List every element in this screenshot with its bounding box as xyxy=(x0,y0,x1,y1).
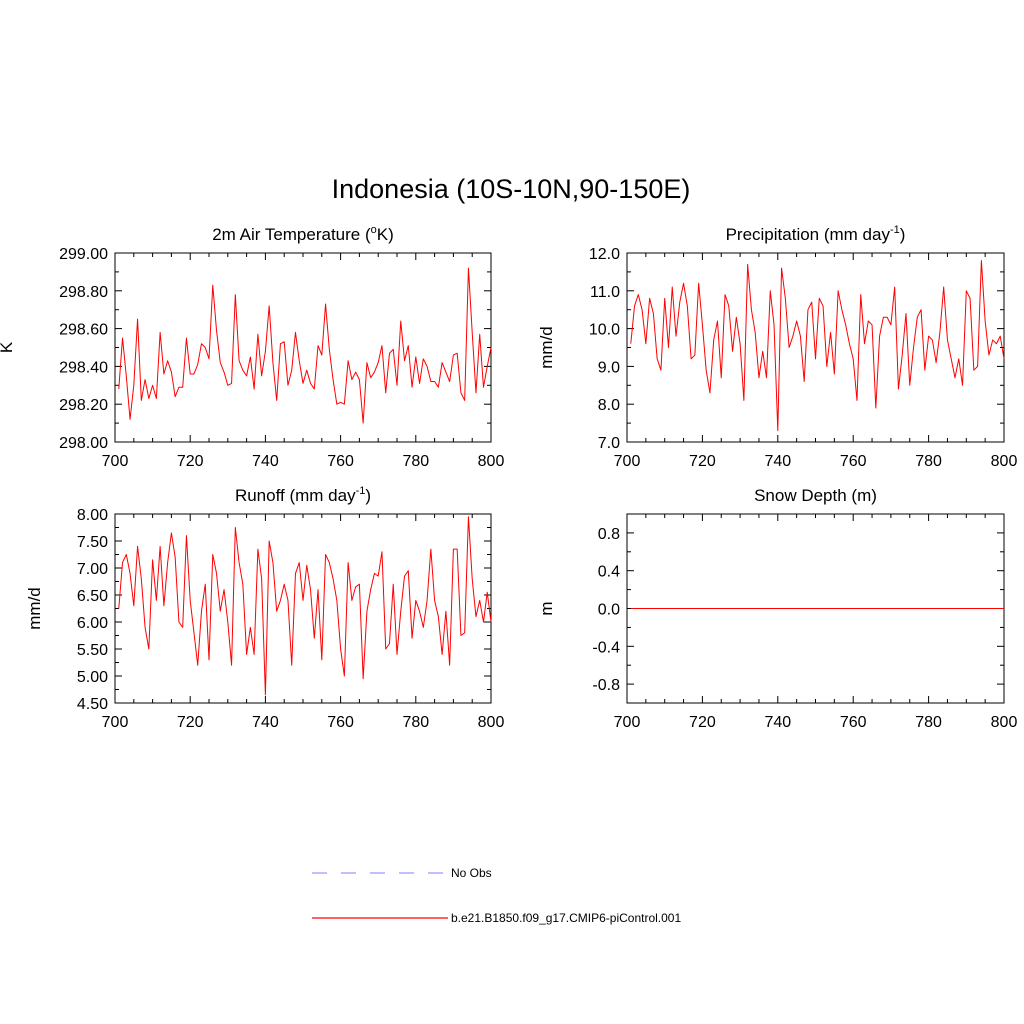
air-temperature-series-line xyxy=(118,267,492,424)
precipitation-title-part: ) xyxy=(900,225,906,244)
runoff-xtick-label: 720 xyxy=(177,714,204,731)
air-temperature-ytick-label: 298.40 xyxy=(59,359,108,376)
runoff-ytick-label: 6.50 xyxy=(77,588,108,605)
runoff-title-part: Runoff (mm day xyxy=(235,486,356,505)
panel-runoff: 700 720 740 760 780 800 4.50 5.00 5.50 6.00 6.50 7.… xyxy=(25,485,504,731)
air-temperature-xtick-label: 740 xyxy=(252,453,279,470)
snow-depth-ylabel: m xyxy=(537,601,556,615)
snow-depth-xtick-label: 720 xyxy=(689,714,716,731)
air-temperature-ytick-label: 299.00 xyxy=(59,246,108,263)
panel-air-temperature: 700 720 740 760 780 800 298.00 298.20 298.40 298.… xyxy=(0,224,504,470)
precipitation-ytick-label: 12.0 xyxy=(589,246,620,263)
precipitation-plot-frame xyxy=(626,252,1005,443)
precipitation-ytick-label: 8.0 xyxy=(598,397,620,414)
runoff-xtick-label: 700 xyxy=(102,714,129,731)
precipitation-xtick-label: 740 xyxy=(764,453,791,470)
runoff-title-part: ) xyxy=(365,486,371,505)
precipitation-ylabel: mm/d xyxy=(537,326,556,369)
precipitation-xtick-label: 780 xyxy=(915,453,942,470)
precipitation-xtick-label: 720 xyxy=(689,453,716,470)
precipitation-title: Precipitation (mm day-1) xyxy=(726,224,906,244)
precipitation-xtick-label: 800 xyxy=(991,453,1018,470)
legend: No Obs b.e21.B1850.f09_g17.CMIP6-piContr… xyxy=(312,866,681,925)
runoff-ytick-label: 6.00 xyxy=(77,615,108,632)
snow-depth-xtick-label: 800 xyxy=(991,714,1018,731)
snow-depth-ytick-label: 0.0 xyxy=(598,602,620,619)
runoff-ytick-label: 8.00 xyxy=(77,507,108,524)
snow-depth-xtick-label: 760 xyxy=(840,714,867,731)
runoff-xtick-label: 800 xyxy=(478,714,505,731)
runoff-xtick-label: 740 xyxy=(252,714,279,731)
runoff-ytick-label: 5.00 xyxy=(77,669,108,686)
air-temperature-ytick-label: 298.60 xyxy=(59,322,108,339)
air-temperature-xtick-label: 720 xyxy=(177,453,204,470)
runoff-plot-frame xyxy=(114,513,492,704)
snow-depth-ytick-label: -0.8 xyxy=(592,677,620,694)
runoff-title-part: -1 xyxy=(356,485,366,497)
precipitation-ytick-label: 7.0 xyxy=(598,435,620,452)
precipitation-xtick-label: 700 xyxy=(614,453,641,470)
runoff-xtick-label: 780 xyxy=(402,714,429,731)
runoff-ytick-label: 5.50 xyxy=(77,642,108,659)
air-temperature-xtick-label: 780 xyxy=(402,453,429,470)
air-temperature-plot-frame xyxy=(114,252,492,443)
runoff-ytick-label: 4.50 xyxy=(77,696,108,713)
air-temperature-title-part: K) xyxy=(377,225,394,244)
air-temperature-ytick-label: 298.00 xyxy=(59,435,108,452)
precipitation-ytick-label: 10.0 xyxy=(589,322,620,339)
runoff-xtick-label: 760 xyxy=(327,714,354,731)
runoff-title: Runoff (mm day-1) xyxy=(235,485,371,505)
legend-obs-label: No Obs xyxy=(451,866,492,880)
air-temperature-ylabel: K xyxy=(0,341,16,353)
precipitation-ytick-label: 9.0 xyxy=(598,359,620,376)
air-temperature-title-part: o xyxy=(371,224,377,236)
air-temperature-title-part: 2m Air Temperature ( xyxy=(212,225,371,244)
snow-depth-xtick-label: 740 xyxy=(764,714,791,731)
air-temperature-ytick-label: 298.20 xyxy=(59,397,108,414)
air-temperature-xtick-label: 700 xyxy=(102,453,129,470)
snow-depth-ytick-label: 0.4 xyxy=(598,564,620,581)
runoff-ytick-label: 7.50 xyxy=(77,534,108,551)
precipitation-title-part: Precipitation (mm day xyxy=(726,225,891,244)
runoff-ytick-label: 7.00 xyxy=(77,561,108,578)
precipitation-title-part: -1 xyxy=(890,224,900,236)
precipitation-ytick-label: 11.0 xyxy=(590,284,620,301)
snow-depth-ytick-label: 0.8 xyxy=(598,526,620,543)
legend-model-label: b.e21.B1850.f09_g17.CMIP6-piControl.001 xyxy=(451,911,681,925)
precipitation-series-line xyxy=(630,260,1005,432)
air-temperature-xtick-label: 760 xyxy=(327,453,354,470)
snow-depth-xtick-label: 700 xyxy=(614,714,641,731)
snow-depth-ytick-label: -0.4 xyxy=(592,639,620,656)
runoff-series-line xyxy=(118,516,492,696)
figure-title: Indonesia (10S-10N,90-150E) xyxy=(332,174,691,204)
precipitation-xtick-label: 760 xyxy=(840,453,867,470)
panel-precipitation: 700 720 740 760 780 800 7.0 8.0 9.0 10.0 11.0 12.0 P… xyxy=(537,224,1017,470)
air-temperature-xtick-label: 800 xyxy=(478,453,505,470)
air-temperature-ytick-label: 298.80 xyxy=(59,284,108,301)
snow-depth-title: Snow Depth (m) xyxy=(754,486,877,505)
air-temperature-title: 2m Air Temperature (oK) xyxy=(212,224,394,244)
runoff-ylabel: mm/d xyxy=(25,587,44,630)
panel-snow-depth: 700 720 740 760 780 800 -0.8 -0.4 0.0 0.4 0.8 Snow … xyxy=(537,486,1017,731)
snow-depth-xtick-label: 780 xyxy=(915,714,942,731)
snow-depth-title-part: Snow Depth (m) xyxy=(754,486,877,505)
